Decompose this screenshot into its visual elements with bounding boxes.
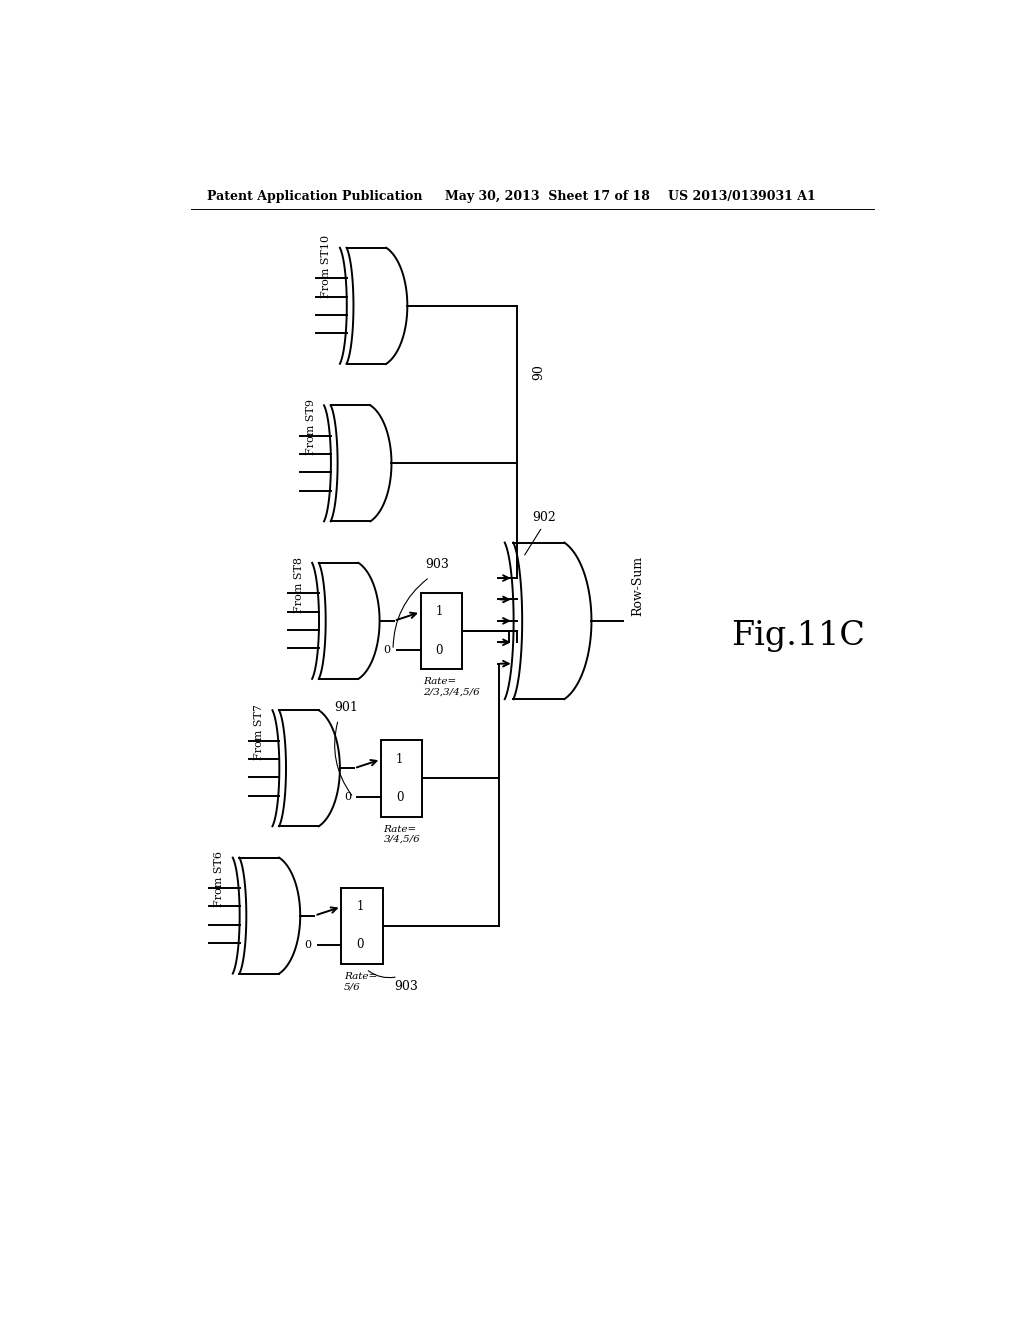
Text: May 30, 2013  Sheet 17 of 18: May 30, 2013 Sheet 17 of 18 — [445, 190, 650, 202]
Text: 1: 1 — [356, 900, 364, 913]
Text: From ST8: From ST8 — [294, 557, 304, 612]
Text: 0: 0 — [304, 940, 311, 950]
Text: 0: 0 — [384, 645, 391, 655]
Text: Rate=
5/6: Rate= 5/6 — [344, 972, 377, 991]
Text: 0: 0 — [435, 644, 443, 656]
Text: 903: 903 — [426, 558, 450, 572]
Text: 0: 0 — [356, 939, 364, 952]
Text: 0: 0 — [344, 792, 351, 803]
Text: 901: 901 — [334, 701, 358, 714]
Text: Fig.11C: Fig.11C — [731, 620, 865, 652]
Bar — [381, 741, 423, 817]
Text: Rate=
3/4,5/6: Rate= 3/4,5/6 — [384, 825, 420, 843]
Bar — [341, 887, 383, 964]
Bar — [421, 593, 462, 669]
Text: From ST9: From ST9 — [305, 399, 315, 455]
Text: Rate=
2/3,3/4,5/6: Rate= 2/3,3/4,5/6 — [423, 677, 480, 697]
Text: Row-Sum: Row-Sum — [631, 556, 644, 615]
Text: 0: 0 — [396, 791, 403, 804]
Text: 1: 1 — [436, 606, 443, 619]
Text: 902: 902 — [532, 511, 556, 524]
Text: 903: 903 — [394, 981, 418, 993]
Text: 1: 1 — [396, 752, 403, 766]
Text: From ST6: From ST6 — [214, 851, 224, 907]
Text: From ST7: From ST7 — [254, 705, 264, 760]
Text: Patent Application Publication: Patent Application Publication — [207, 190, 423, 202]
Text: From ST10: From ST10 — [322, 235, 332, 297]
Text: 90: 90 — [532, 364, 546, 380]
Text: US 2013/0139031 A1: US 2013/0139031 A1 — [668, 190, 815, 202]
